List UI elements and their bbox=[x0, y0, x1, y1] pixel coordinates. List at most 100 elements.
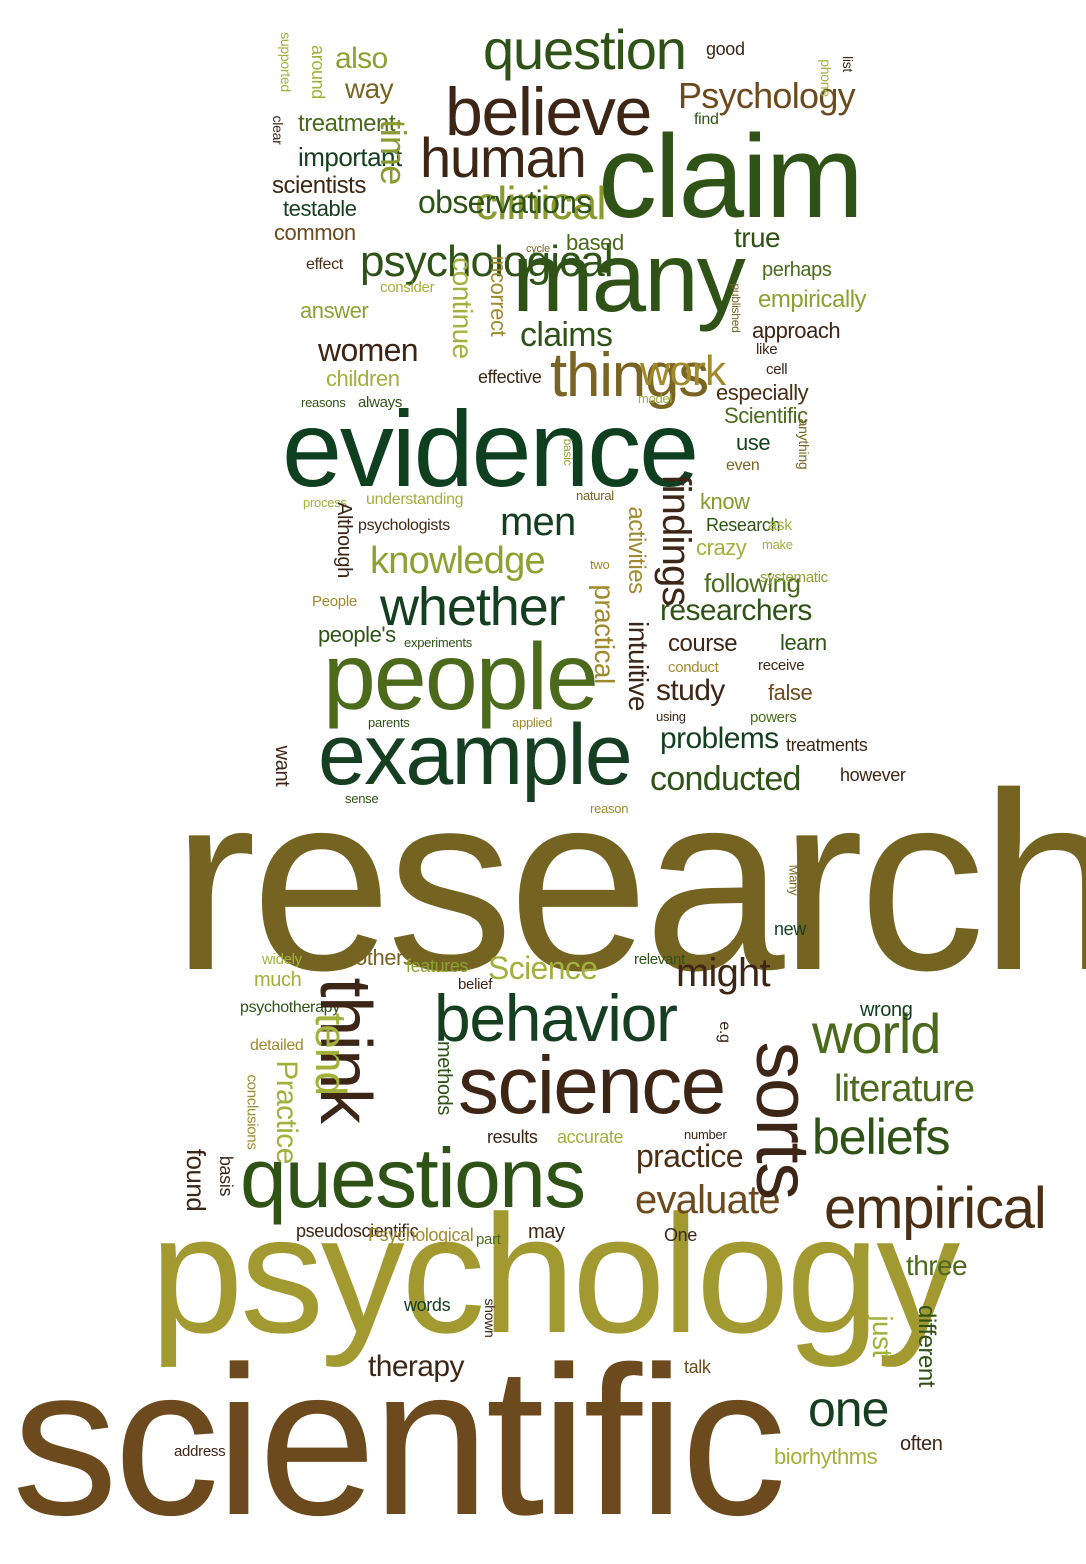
word-systematic: biorhythms bbox=[774, 1444, 878, 1469]
word-always: Psychological bbox=[368, 1225, 474, 1245]
word-process: One bbox=[664, 1225, 697, 1245]
word-way: work bbox=[640, 347, 726, 394]
word-question: question bbox=[483, 18, 687, 81]
word-incorrect: conduct bbox=[668, 659, 719, 676]
word-know: important bbox=[298, 142, 402, 172]
word-treatment: just bbox=[867, 1315, 898, 1357]
word-observations: continue bbox=[447, 257, 478, 359]
word-course: testable bbox=[283, 196, 357, 221]
word-phone: detailed bbox=[250, 1037, 304, 1054]
word-therapy: practice bbox=[636, 1138, 744, 1174]
word-whether: whether bbox=[380, 577, 566, 637]
word-find: others bbox=[355, 945, 414, 970]
word-experiments: good bbox=[706, 39, 745, 59]
word-accurate: course bbox=[668, 630, 738, 657]
word-findings: process bbox=[303, 495, 347, 510]
word-applied: supported bbox=[278, 32, 294, 92]
word-People: basis bbox=[216, 1155, 236, 1197]
word-methods: powers bbox=[750, 709, 797, 726]
word-understanding: answer bbox=[300, 298, 369, 323]
word-empirical: tend bbox=[306, 1012, 355, 1096]
word-Practice: ask bbox=[768, 517, 792, 534]
word-continue: make bbox=[762, 537, 793, 552]
word-psychological: knowledge bbox=[370, 540, 546, 582]
word-questions: questions bbox=[240, 1131, 586, 1225]
word-results: Research bbox=[706, 515, 781, 535]
word-women: beliefs bbox=[812, 1109, 951, 1165]
word-scientific: scientific bbox=[12, 1322, 787, 1559]
word-common: problems bbox=[660, 722, 779, 755]
word-like: wrong bbox=[860, 999, 913, 1021]
word-just: two bbox=[590, 557, 610, 572]
word-supported: psychotherapy bbox=[240, 999, 340, 1016]
word-around: widely bbox=[262, 951, 302, 968]
word-cycle: e.g bbox=[716, 1021, 733, 1043]
word-reasons: pseudoscientific bbox=[296, 1221, 419, 1241]
word-science: science bbox=[458, 1040, 726, 1131]
word-false: empirically bbox=[758, 286, 867, 313]
word-activities: experiments bbox=[404, 635, 472, 650]
word-answer: true bbox=[734, 222, 781, 253]
word-psychotherapy: published bbox=[729, 283, 743, 333]
word-work: findings bbox=[654, 474, 698, 606]
word-important: intuitive bbox=[623, 621, 654, 711]
word-approach: therapy bbox=[368, 1350, 464, 1383]
word-evidence: evidence bbox=[282, 388, 699, 509]
word-learn: approach bbox=[752, 318, 841, 343]
word-even: methods bbox=[433, 1041, 455, 1115]
word-scientists: researchers bbox=[660, 594, 812, 627]
word-conclusions: using bbox=[656, 709, 686, 724]
word-reason: consider bbox=[380, 279, 435, 296]
word-psychology: psychology bbox=[150, 1180, 960, 1368]
word-Psychological-cap: psychologists bbox=[358, 517, 450, 534]
word-testable: study bbox=[656, 674, 725, 707]
word-two: often bbox=[900, 1433, 943, 1455]
word-Scientific-vert: found bbox=[181, 1148, 211, 1212]
word-One: people's bbox=[318, 622, 396, 647]
word-part: effective bbox=[478, 367, 542, 387]
word-others: Scientific bbox=[724, 403, 808, 428]
word-especially: three bbox=[906, 1250, 968, 1281]
word-use: observations bbox=[418, 184, 592, 220]
word-much: use bbox=[736, 430, 771, 455]
word-ask: words bbox=[404, 1295, 451, 1315]
word-practice: way bbox=[345, 73, 394, 104]
word-practical: People bbox=[312, 593, 357, 610]
word-true: literature bbox=[834, 1068, 975, 1110]
word-receive: list bbox=[840, 56, 856, 72]
word-tend: basic bbox=[561, 438, 575, 466]
word-Psychology-cap: one bbox=[808, 1381, 889, 1437]
word-eg: sense bbox=[345, 791, 379, 806]
word-many: many bbox=[512, 222, 746, 332]
word-conducted: claims bbox=[520, 316, 613, 354]
word-make: talk bbox=[684, 1357, 711, 1377]
word-researchers: conducted bbox=[650, 760, 801, 798]
word-model: results bbox=[487, 1127, 538, 1147]
word-often: want bbox=[271, 745, 293, 787]
word-clear: relevant bbox=[634, 951, 685, 968]
word-effective: accurate bbox=[557, 1127, 624, 1147]
word-anything: number bbox=[684, 1127, 727, 1142]
word-based: practical bbox=[589, 584, 620, 684]
word-may: Although bbox=[333, 502, 355, 578]
word-words: false bbox=[768, 680, 813, 705]
word-claims: empirical bbox=[824, 1176, 1047, 1241]
word-wrong: crazy bbox=[696, 535, 747, 560]
word-belief: cell bbox=[766, 361, 788, 378]
word-consider: features bbox=[406, 956, 469, 976]
word-sorts: always bbox=[358, 394, 403, 411]
word-human: human bbox=[420, 126, 587, 189]
word-features: know bbox=[700, 489, 750, 514]
word-treatments: children bbox=[326, 366, 400, 391]
word-Research: common bbox=[274, 220, 356, 245]
word-men: world bbox=[812, 1002, 941, 1065]
word-natural: may bbox=[528, 1221, 565, 1243]
word-one: things bbox=[550, 341, 709, 410]
word-widely: cycle bbox=[526, 243, 550, 255]
word-published: conclusions bbox=[243, 1074, 261, 1150]
word-however: especially bbox=[716, 380, 809, 405]
word-pseudoscientific: understanding bbox=[366, 491, 464, 508]
word-relevant: like bbox=[756, 341, 778, 358]
word-peoples: perhaps bbox=[762, 259, 832, 281]
